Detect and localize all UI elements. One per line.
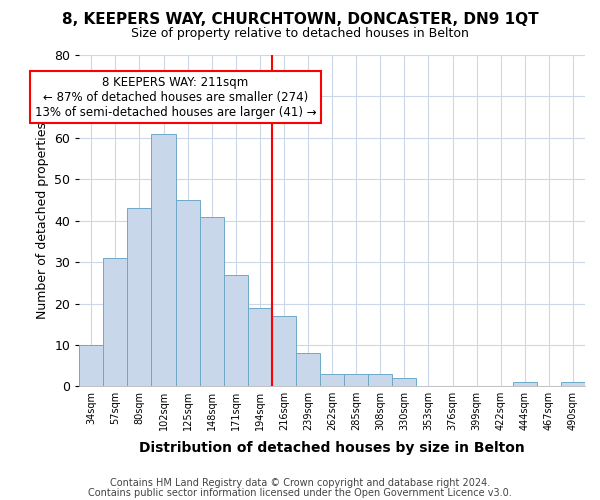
- Bar: [176, 200, 200, 386]
- Text: 8 KEEPERS WAY: 211sqm
← 87% of detached houses are smaller (274)
13% of semi-det: 8 KEEPERS WAY: 211sqm ← 87% of detached …: [35, 76, 316, 118]
- Bar: [320, 374, 344, 386]
- Bar: [127, 208, 151, 386]
- Text: Contains public sector information licensed under the Open Government Licence v3: Contains public sector information licen…: [88, 488, 512, 498]
- Bar: [103, 258, 127, 386]
- Text: Contains HM Land Registry data © Crown copyright and database right 2024.: Contains HM Land Registry data © Crown c…: [110, 478, 490, 488]
- Text: 8, KEEPERS WAY, CHURCHTOWN, DONCASTER, DN9 1QT: 8, KEEPERS WAY, CHURCHTOWN, DONCASTER, D…: [62, 12, 538, 28]
- Bar: [296, 353, 320, 386]
- Text: Size of property relative to detached houses in Belton: Size of property relative to detached ho…: [131, 28, 469, 40]
- Bar: [200, 216, 224, 386]
- Bar: [151, 134, 176, 386]
- Bar: [561, 382, 585, 386]
- Bar: [392, 378, 416, 386]
- Bar: [79, 345, 103, 387]
- Bar: [248, 308, 272, 386]
- Bar: [344, 374, 368, 386]
- X-axis label: Distribution of detached houses by size in Belton: Distribution of detached houses by size …: [139, 441, 525, 455]
- Bar: [272, 316, 296, 386]
- Bar: [368, 374, 392, 386]
- Y-axis label: Number of detached properties: Number of detached properties: [35, 122, 49, 319]
- Bar: [513, 382, 537, 386]
- Bar: [224, 274, 248, 386]
